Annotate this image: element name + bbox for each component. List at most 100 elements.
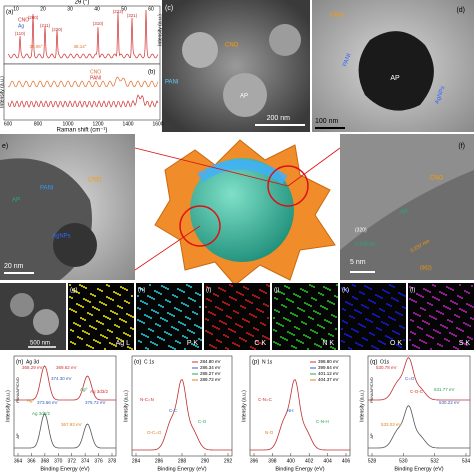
map-dot xyxy=(456,315,458,317)
map-dot xyxy=(168,345,170,347)
map-dot xyxy=(78,304,80,306)
map-dot xyxy=(213,293,215,295)
map-dot xyxy=(146,315,148,317)
map-dot xyxy=(459,308,461,310)
map-dot xyxy=(208,287,210,289)
label: C K xyxy=(254,340,266,347)
map-dot xyxy=(267,317,269,319)
label: S K xyxy=(459,340,471,347)
map-dot xyxy=(325,287,327,289)
map-dot xyxy=(295,294,297,296)
map-dot xyxy=(86,344,88,346)
label: CNO xyxy=(90,69,101,75)
map-dot xyxy=(320,305,322,307)
map-dot xyxy=(240,305,242,307)
map-dot xyxy=(353,317,355,319)
map-dot xyxy=(137,307,139,309)
map-dot xyxy=(167,300,169,302)
map-dot xyxy=(417,326,419,328)
map-dot xyxy=(451,321,453,323)
map-dot xyxy=(313,310,315,312)
map-dot xyxy=(88,345,90,347)
map-dot xyxy=(428,323,430,325)
plot-frame xyxy=(367,355,471,457)
map-dot xyxy=(168,333,170,335)
map-dot xyxy=(436,298,438,300)
map-dot xyxy=(153,310,155,312)
map-dot xyxy=(80,317,82,319)
xrd-curve xyxy=(7,9,159,59)
map-dot xyxy=(163,286,165,288)
map-dot xyxy=(300,288,302,290)
map-dot xyxy=(460,341,462,343)
label: (320) xyxy=(355,227,367,233)
map-dot xyxy=(212,325,214,327)
label: 369.62 eV xyxy=(56,365,77,370)
panel-backgrounds xyxy=(0,0,474,350)
map-dot xyxy=(146,303,148,305)
map-dot xyxy=(219,320,221,322)
map-dot xyxy=(79,325,81,327)
map-dot xyxy=(279,291,281,293)
map-dot xyxy=(189,330,191,332)
map-dot xyxy=(302,289,304,291)
map-dot xyxy=(295,347,297,349)
map-dot xyxy=(301,309,303,311)
map-dot xyxy=(128,302,130,304)
map-dot xyxy=(188,285,190,287)
map-dot xyxy=(467,336,469,338)
map-dot xyxy=(112,311,114,313)
map-dot xyxy=(381,297,383,299)
map-dot xyxy=(82,318,84,320)
map-dot xyxy=(292,301,294,303)
map-dot xyxy=(122,340,124,342)
map-dot xyxy=(327,300,329,302)
map-dot xyxy=(307,336,309,338)
label: (110) xyxy=(15,31,26,36)
map-dot xyxy=(399,313,401,315)
map-dot xyxy=(178,309,180,311)
map-dot xyxy=(442,313,444,315)
map-dot xyxy=(125,321,127,323)
map-dot xyxy=(171,326,173,328)
map-dot xyxy=(378,316,380,318)
map-dot xyxy=(304,302,306,304)
map-dot xyxy=(348,335,350,337)
map-dot xyxy=(124,288,126,290)
map-dot xyxy=(308,316,310,318)
label: N-C=N xyxy=(140,397,154,402)
label: 530.22 eV xyxy=(439,400,460,405)
label: CNO xyxy=(225,43,239,49)
map-dot xyxy=(468,304,470,306)
map-dot xyxy=(74,290,76,292)
map-dot xyxy=(392,330,394,332)
map-dot xyxy=(361,292,363,294)
map-dot xyxy=(441,345,443,347)
map-dot xyxy=(321,326,323,328)
map-dot xyxy=(139,320,141,322)
map-dot xyxy=(164,331,166,333)
label: 534 xyxy=(462,458,471,464)
map-dot xyxy=(445,294,447,296)
map-dot xyxy=(342,320,344,322)
map-dot xyxy=(78,292,80,294)
map-dot xyxy=(454,314,456,316)
label: 370 xyxy=(54,458,63,464)
plots xyxy=(7,9,471,457)
map-dot xyxy=(112,299,114,301)
raman-pani xyxy=(7,94,159,108)
label: (b) xyxy=(148,70,155,76)
map-dot xyxy=(369,332,371,334)
map-dot xyxy=(248,321,250,323)
map-dot xyxy=(92,347,94,349)
map-dot xyxy=(388,316,390,318)
map-dot xyxy=(130,327,132,329)
label: 374 xyxy=(81,458,90,464)
map-dot xyxy=(190,298,192,300)
map-dot xyxy=(322,294,324,296)
map-dot xyxy=(310,329,312,331)
map-dot xyxy=(106,337,108,339)
map-dot xyxy=(106,284,108,286)
map-dot xyxy=(161,285,163,287)
map-dot xyxy=(435,318,437,320)
